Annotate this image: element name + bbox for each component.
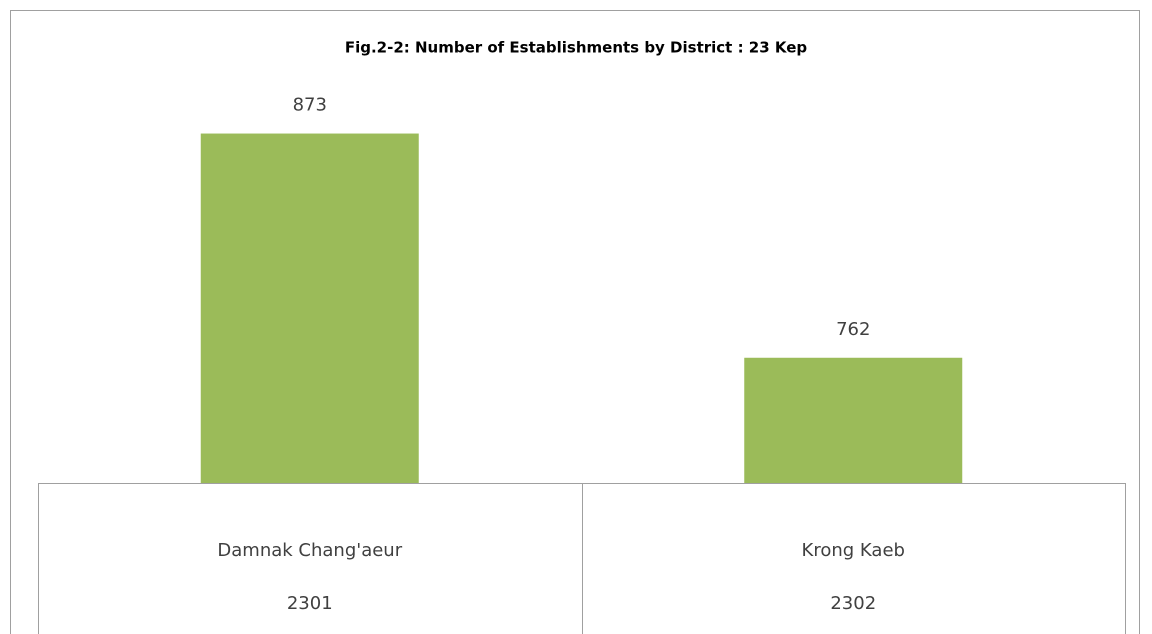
chart-frame <box>10 10 1140 634</box>
category-code: 2302 <box>830 593 876 614</box>
category-code: 2301 <box>287 593 333 614</box>
x-tick-label: Krong Kaeb <box>802 540 905 561</box>
bar <box>200 133 419 484</box>
x-tick-label: Damnak Chang'aeur <box>217 540 402 561</box>
bar <box>744 357 963 483</box>
chart-title: Fig.2-2: Number of Establishments by Dis… <box>345 39 808 57</box>
data-label: 873 <box>293 95 327 116</box>
data-label: 762 <box>836 319 870 340</box>
